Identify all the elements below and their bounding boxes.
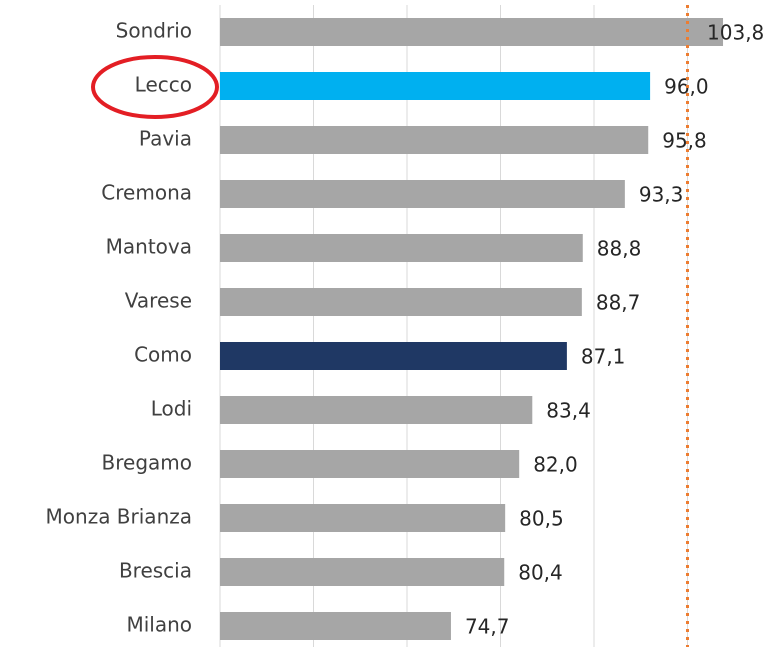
bar	[220, 288, 582, 316]
bar	[220, 612, 451, 640]
bar	[220, 234, 583, 262]
y-tick-label: Bregamo	[102, 451, 192, 475]
value-label: 80,4	[518, 561, 563, 585]
value-label: 82,0	[533, 453, 578, 477]
value-label: 103,8	[707, 21, 764, 45]
bar	[220, 342, 567, 370]
bar	[220, 504, 506, 532]
value-label: 87,1	[581, 345, 626, 369]
y-tick-label: Cremona	[101, 181, 192, 205]
bar	[220, 180, 625, 208]
bar	[220, 450, 520, 478]
y-tick-label: Lodi	[151, 397, 192, 421]
bar	[220, 558, 505, 586]
y-tick-label: Mantova	[106, 235, 192, 259]
bar	[220, 126, 649, 154]
y-tick-label: Monza Brianza	[46, 505, 192, 529]
y-tick-label: Lecco	[135, 73, 192, 97]
value-label: 93,3	[639, 183, 684, 207]
bar	[220, 72, 651, 100]
value-label: 80,5	[519, 507, 564, 531]
value-label: 88,7	[596, 291, 641, 315]
value-label: 95,8	[662, 129, 707, 153]
y-tick-label: Pavia	[139, 127, 192, 151]
value-label: 74,7	[465, 615, 510, 639]
bar	[220, 396, 533, 424]
value-label: 88,8	[597, 237, 642, 261]
highlight-ellipse	[91, 55, 219, 119]
y-tick-label: Milano	[126, 613, 192, 637]
y-tick-label: Como	[134, 343, 192, 367]
y-tick-label: Varese	[125, 289, 192, 313]
y-tick-label: Sondrio	[116, 19, 192, 43]
value-label: 83,4	[546, 399, 591, 423]
y-tick-label: Brescia	[119, 559, 192, 583]
bar	[220, 18, 724, 46]
